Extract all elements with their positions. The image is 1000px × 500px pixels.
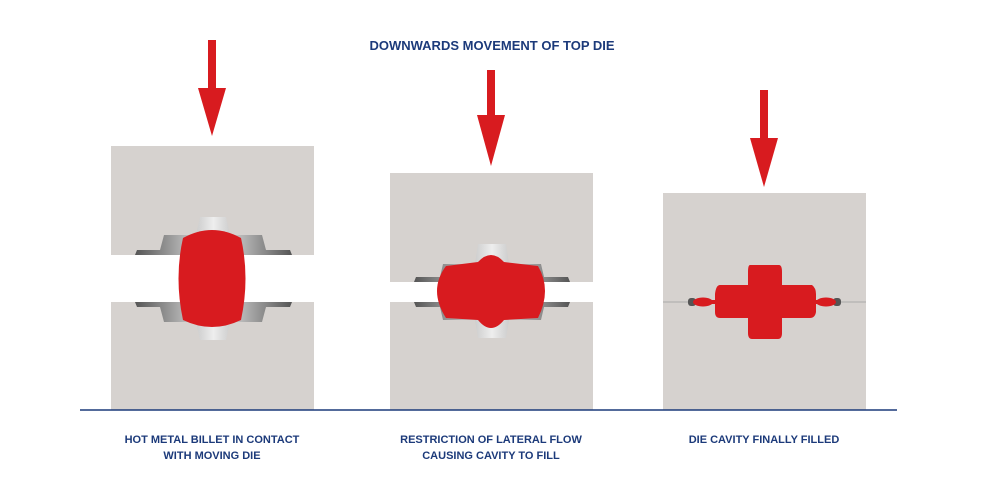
stage-2 — [390, 70, 593, 410]
billet — [178, 230, 246, 327]
caption-1-line-2: WITH MOVING DIE — [163, 450, 260, 462]
down-arrow-icon — [750, 90, 778, 187]
forged-part — [715, 265, 816, 339]
caption-3-line-1: DIE CAVITY FINALLY FILLED — [689, 434, 840, 446]
title: DOWNWARDS MOVEMENT OF TOP DIE — [369, 38, 614, 53]
stage-3 — [663, 90, 866, 410]
down-arrow-icon — [198, 40, 226, 136]
caption-1-line-1: HOT METAL BILLET IN CONTACT — [125, 434, 300, 446]
stage-1 — [111, 40, 314, 410]
caption-2-line-2: CAUSING CAVITY TO FILL — [422, 450, 560, 462]
caption-2-line-1: RESTRICTION OF LATERAL FLOW — [400, 434, 582, 446]
billet — [437, 255, 545, 328]
down-arrow-icon — [477, 70, 505, 166]
